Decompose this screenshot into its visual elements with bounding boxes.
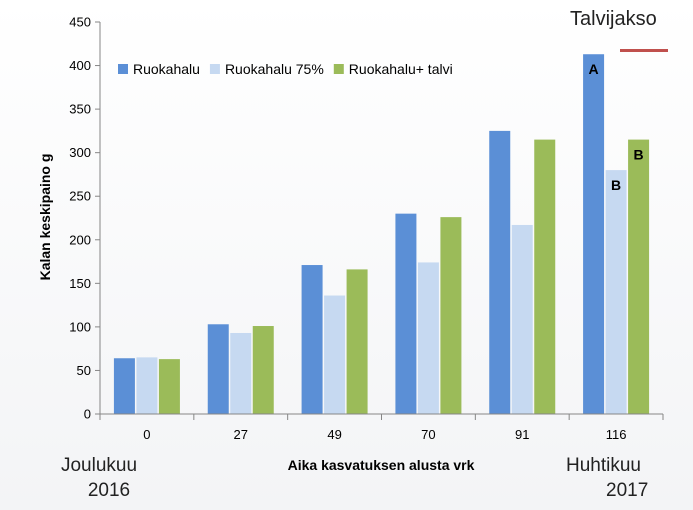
bar-data-label: A bbox=[589, 61, 599, 77]
x-axis: 0 27 49 70 91 116 bbox=[95, 413, 664, 442]
legend-label: Ruokahalu bbox=[133, 61, 200, 77]
bar bbox=[628, 139, 650, 414]
legend-label: Ruokahalu 75% bbox=[225, 61, 324, 77]
y-tick-label: 400 bbox=[69, 58, 91, 73]
x-tick-label: 0 bbox=[143, 427, 150, 442]
y-axis-title: Kalan keskipaino g bbox=[37, 154, 53, 281]
bar-data-label: B bbox=[634, 147, 644, 163]
end-date-label: Huhtikuu 2017 bbox=[566, 454, 676, 503]
bar bbox=[583, 54, 605, 414]
start-date-label: Joulukuu 2016 bbox=[54, 454, 144, 503]
bars: A BB bbox=[113, 54, 650, 414]
bar bbox=[534, 139, 556, 414]
x-tick-label: 27 bbox=[234, 427, 248, 442]
legend: Ruokahalu Ruokahalu 75% Ruokahalu+ talvi bbox=[118, 61, 453, 77]
y-tick-label: 150 bbox=[69, 276, 91, 291]
start-month: Joulukuu bbox=[60, 455, 138, 476]
y-tick-label: 100 bbox=[69, 319, 91, 334]
x-tick-label: 91 bbox=[515, 427, 529, 442]
bar bbox=[395, 213, 417, 414]
x-tick-label: 49 bbox=[327, 427, 341, 442]
legend-label: Ruokahalu+ talvi bbox=[349, 61, 453, 77]
end-year: 2017 bbox=[606, 479, 649, 501]
legend-swatch bbox=[333, 64, 344, 74]
bar bbox=[252, 326, 274, 414]
winter-period-label: Talvijakso bbox=[570, 8, 657, 30]
bar bbox=[440, 217, 462, 414]
bar bbox=[158, 359, 180, 414]
bar bbox=[136, 357, 158, 414]
bar bbox=[511, 224, 533, 414]
legend-swatch bbox=[209, 64, 220, 74]
y-tick-label: 450 bbox=[69, 15, 91, 30]
bar bbox=[417, 262, 439, 414]
x-tick-label: 70 bbox=[421, 427, 435, 442]
bar bbox=[489, 130, 511, 414]
x-axis-title: Aika kasvatuksen alusta vrk bbox=[288, 457, 475, 473]
y-axis: 0 50 100 150 200 250 300 350 400 450 bbox=[69, 15, 101, 422]
y-tick-label: 350 bbox=[69, 102, 91, 117]
bar bbox=[230, 332, 252, 414]
bar bbox=[346, 269, 368, 414]
bar bbox=[324, 295, 346, 414]
bar bbox=[301, 265, 323, 414]
legend-swatch bbox=[118, 64, 128, 74]
winter-period-line bbox=[620, 49, 668, 52]
end-month: Huhtikuu bbox=[566, 455, 641, 476]
y-tick-label: 200 bbox=[69, 232, 91, 247]
bar bbox=[605, 170, 627, 414]
bar bbox=[113, 358, 135, 414]
y-tick-label: 300 bbox=[69, 145, 91, 160]
x-tick-label: 116 bbox=[606, 427, 627, 442]
y-tick-label: 50 bbox=[77, 363, 91, 378]
y-tick-label: 0 bbox=[84, 407, 91, 422]
y-tick-label: 250 bbox=[69, 189, 91, 204]
bar bbox=[207, 324, 229, 414]
start-year: 2016 bbox=[87, 479, 131, 501]
bar-data-label: B bbox=[611, 177, 621, 193]
